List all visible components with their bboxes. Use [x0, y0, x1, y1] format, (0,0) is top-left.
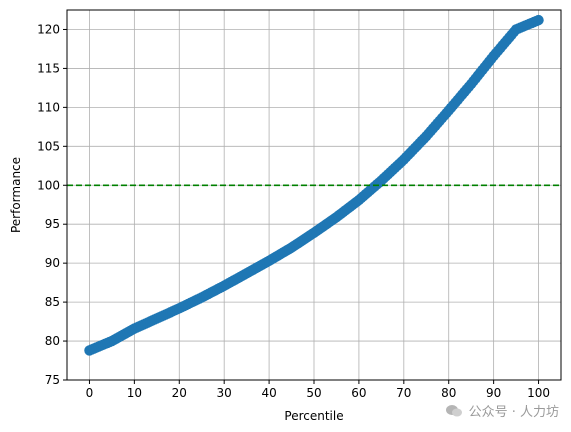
y-tick-label: 120: [37, 22, 60, 36]
y-tick-label: 100: [37, 178, 60, 192]
x-tick-label: 70: [396, 386, 411, 400]
x-tick-label: 30: [217, 386, 232, 400]
watermark: 公众号 · 人力坊: [445, 401, 559, 420]
y-tick-label: 80: [45, 334, 60, 348]
x-axis-label: Percentile: [284, 409, 343, 423]
y-tick-label: 105: [37, 139, 60, 153]
data-point: [533, 14, 544, 26]
y-tick-label: 90: [45, 256, 60, 270]
y-axis-label: Performance: [9, 157, 23, 233]
x-tick-label: 40: [261, 386, 276, 400]
x-tick-label: 80: [441, 386, 456, 400]
y-tick-label: 75: [45, 373, 60, 387]
x-tick-label: 100: [527, 386, 550, 400]
watermark-text: 公众号 · 人力坊: [468, 405, 559, 420]
x-tick-label: 60: [351, 386, 366, 400]
y-tick-label: 110: [37, 100, 60, 114]
x-tick-label: 20: [172, 386, 187, 400]
x-tick-label: 90: [486, 386, 501, 400]
x-axis-ticks: 0 10 20 30 40 50 60 70 80 90 100: [86, 380, 550, 400]
y-tick-label: 85: [45, 295, 60, 309]
x-tick-label: 0: [86, 386, 94, 400]
x-tick-label: 10: [127, 386, 142, 400]
x-tick-label: 50: [306, 386, 321, 400]
y-tick-label: 95: [45, 217, 60, 231]
data-points: [84, 14, 544, 356]
y-tick-label: 115: [37, 61, 60, 75]
y-axis-ticks: 75 80 85 90 95 100 105 110 115 120: [37, 22, 67, 387]
wechat-icon: [445, 404, 462, 416]
